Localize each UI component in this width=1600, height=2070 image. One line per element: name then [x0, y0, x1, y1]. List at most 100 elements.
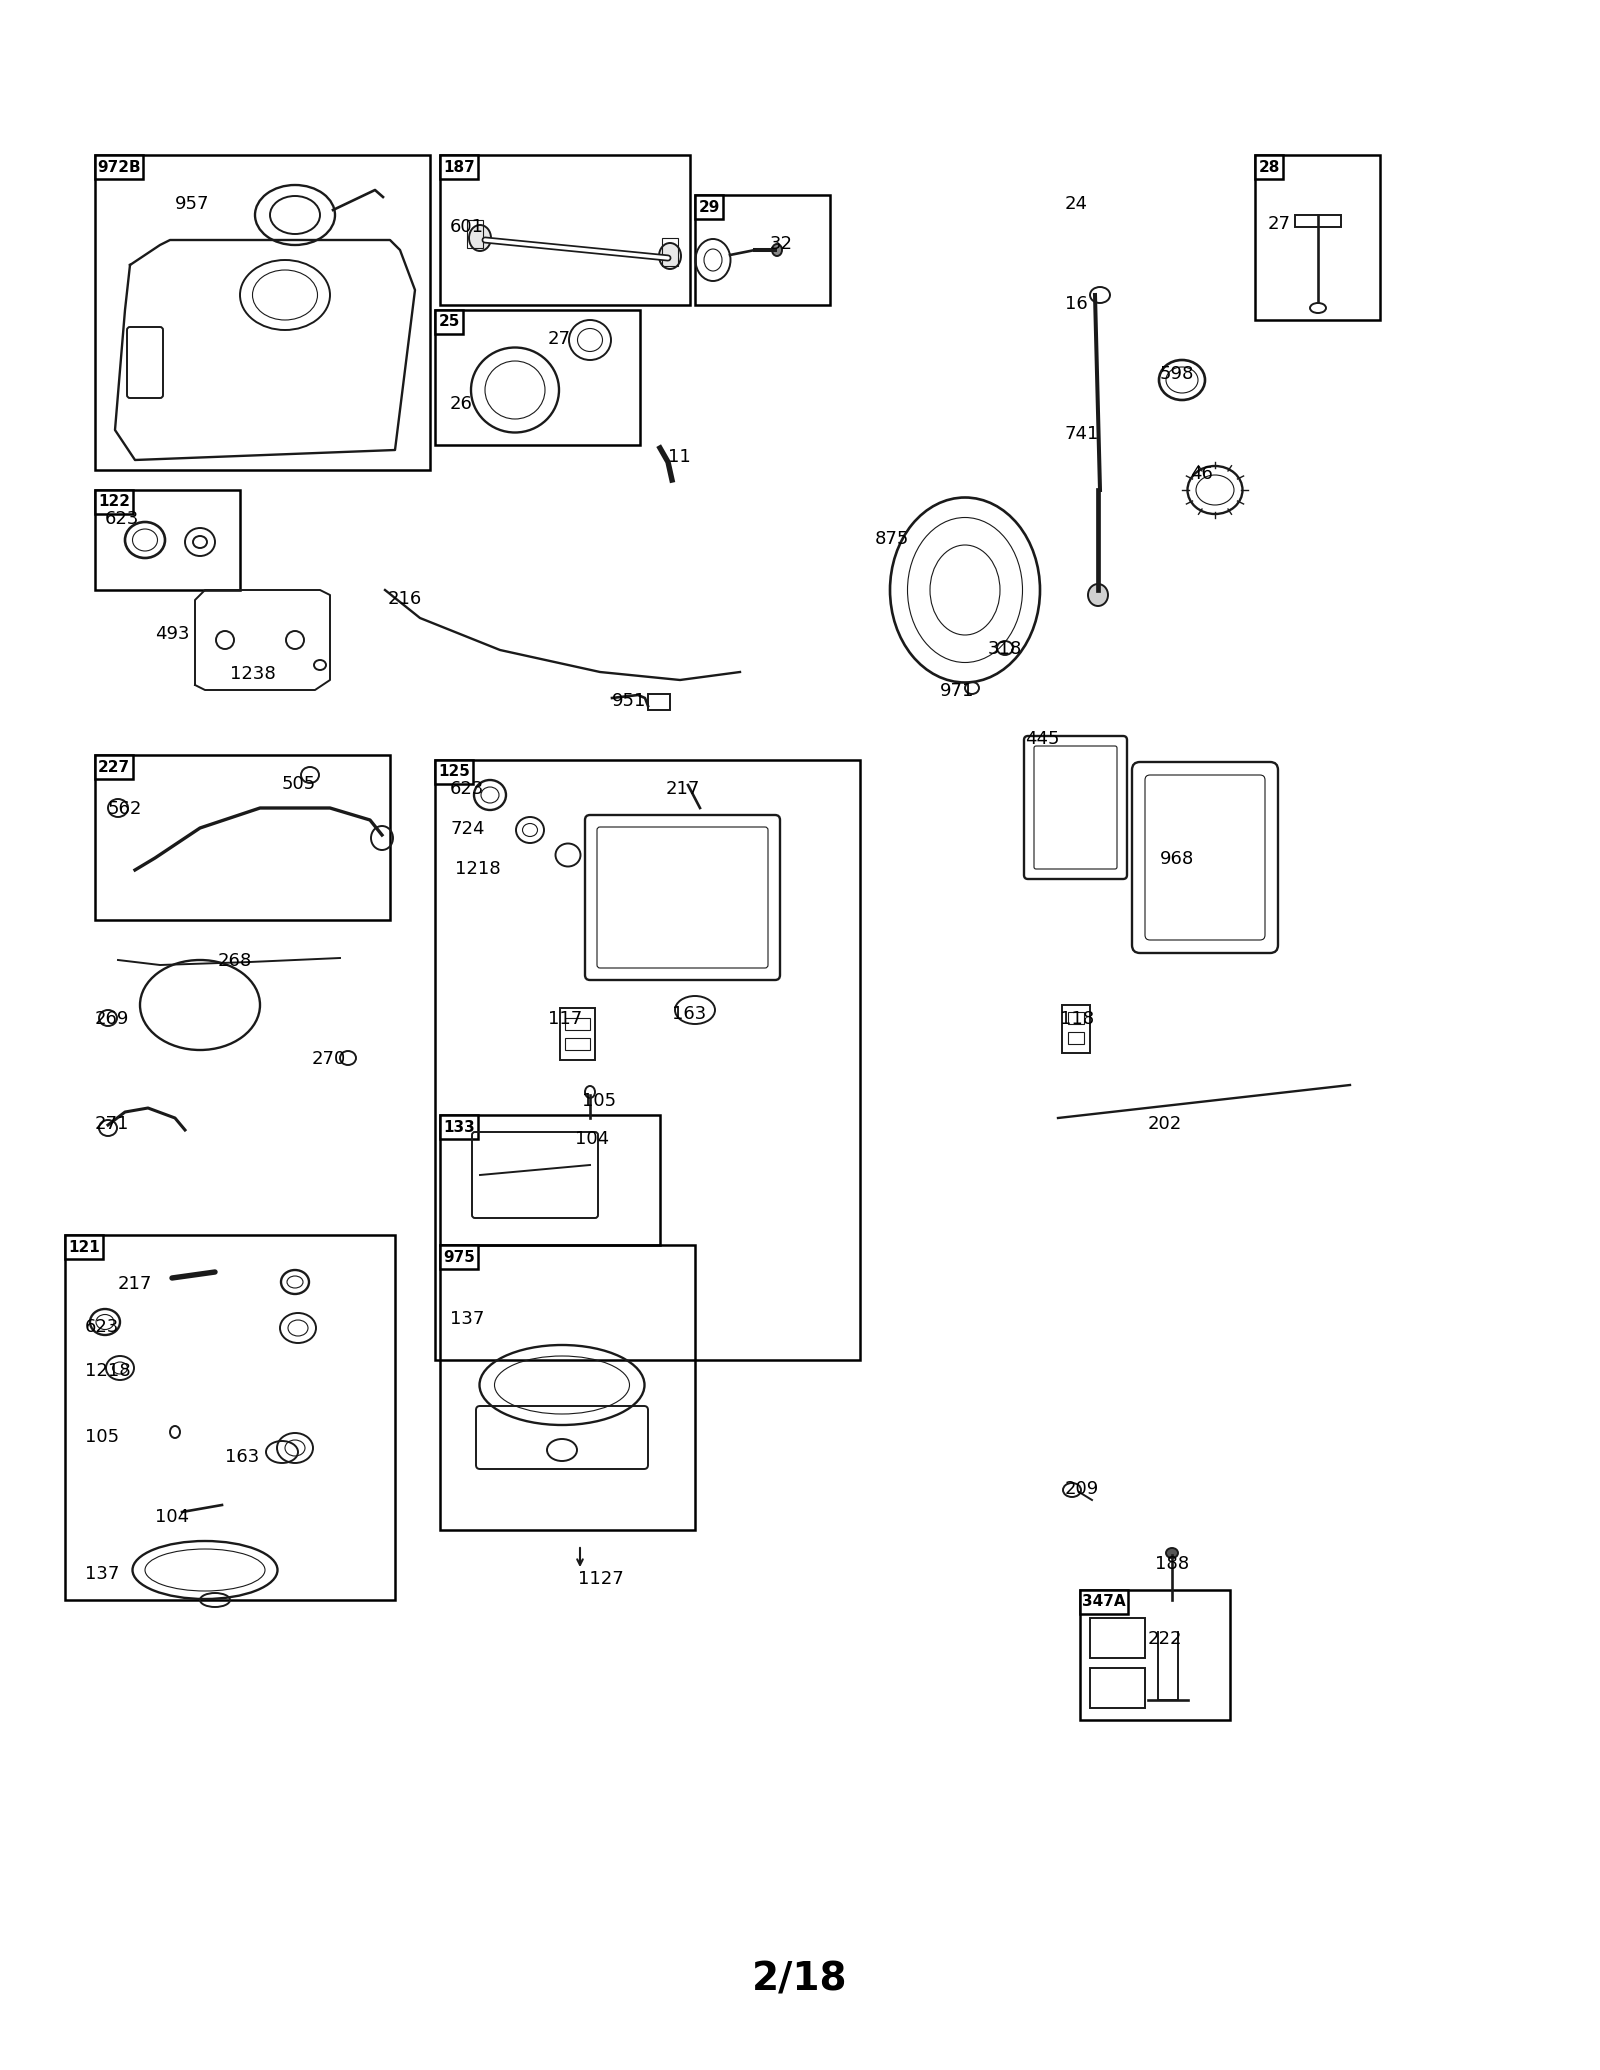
Text: 1238: 1238	[230, 664, 275, 683]
Bar	[94, 491, 240, 590]
Text: 269: 269	[94, 1010, 130, 1029]
Bar	[565, 1018, 590, 1031]
Text: 598: 598	[1160, 364, 1194, 383]
Bar	[66, 1236, 395, 1600]
Bar	[662, 238, 678, 267]
Text: 27: 27	[1267, 215, 1291, 234]
Bar	[1294, 215, 1341, 228]
Bar	[1090, 1668, 1146, 1708]
Bar	[1080, 1590, 1230, 1720]
Bar	[1090, 1619, 1146, 1658]
Text: 29: 29	[698, 199, 720, 215]
Bar	[440, 1116, 478, 1138]
Text: 2/18: 2/18	[752, 1960, 848, 2000]
Text: 104: 104	[574, 1130, 610, 1149]
Text: 188: 188	[1155, 1555, 1189, 1573]
Text: 187: 187	[443, 159, 475, 174]
Bar	[440, 1116, 661, 1244]
Bar	[94, 155, 430, 470]
Text: 505: 505	[282, 774, 317, 793]
Text: 445: 445	[1026, 731, 1059, 747]
Text: 27: 27	[547, 329, 571, 348]
Ellipse shape	[1088, 584, 1107, 607]
Text: 270: 270	[312, 1049, 346, 1068]
Bar	[440, 1244, 478, 1269]
Bar	[66, 1236, 102, 1259]
Bar	[1069, 1012, 1085, 1025]
Text: 117: 117	[547, 1010, 582, 1029]
Bar	[440, 155, 690, 304]
Text: 951: 951	[611, 691, 646, 710]
Text: 493: 493	[155, 625, 189, 644]
Bar	[648, 693, 670, 710]
Bar	[435, 310, 640, 445]
Text: 32: 32	[770, 236, 794, 253]
Ellipse shape	[1166, 1548, 1178, 1559]
Text: 222: 222	[1149, 1629, 1182, 1648]
Bar	[694, 195, 830, 304]
Text: 137: 137	[450, 1310, 485, 1329]
Text: 121: 121	[69, 1240, 99, 1254]
Text: 217: 217	[118, 1275, 152, 1294]
Text: 104: 104	[155, 1509, 189, 1526]
Text: 975: 975	[443, 1250, 475, 1265]
Bar	[440, 1244, 694, 1530]
Text: 1218: 1218	[454, 859, 501, 878]
Bar	[1254, 155, 1379, 321]
Text: 623: 623	[450, 780, 485, 799]
Text: 347A: 347A	[1082, 1594, 1126, 1610]
Bar	[94, 756, 390, 919]
Text: 216: 216	[387, 590, 422, 609]
Text: 318: 318	[989, 640, 1022, 658]
Bar	[1080, 1590, 1128, 1615]
Text: 957: 957	[174, 195, 210, 213]
Text: 122: 122	[98, 495, 130, 509]
Text: 562: 562	[109, 799, 142, 818]
Bar	[1069, 1033, 1085, 1043]
Text: 601: 601	[450, 217, 483, 236]
Text: 16: 16	[1066, 296, 1088, 313]
Ellipse shape	[469, 226, 491, 250]
Text: 968: 968	[1160, 851, 1194, 867]
Text: 1127: 1127	[578, 1569, 624, 1588]
Bar	[435, 760, 474, 785]
Text: 133: 133	[443, 1120, 475, 1134]
Text: 163: 163	[672, 1006, 706, 1023]
Text: 271: 271	[94, 1116, 130, 1132]
Text: 125: 125	[438, 764, 470, 780]
Text: 25: 25	[438, 315, 459, 329]
Text: 118: 118	[1059, 1010, 1094, 1029]
Ellipse shape	[659, 242, 682, 269]
Bar	[94, 155, 142, 178]
Text: 1218: 1218	[85, 1362, 131, 1381]
Text: 268: 268	[218, 952, 253, 971]
Text: 972B: 972B	[98, 159, 141, 174]
Text: 105: 105	[85, 1428, 118, 1447]
Text: 227: 227	[98, 760, 130, 774]
Text: 623: 623	[85, 1319, 120, 1335]
Text: 46: 46	[1190, 466, 1213, 482]
Bar	[94, 756, 133, 778]
Text: 971: 971	[941, 681, 974, 700]
Text: 105: 105	[582, 1093, 616, 1110]
Text: 217: 217	[666, 780, 701, 799]
Bar	[1254, 155, 1283, 178]
Text: 209: 209	[1066, 1480, 1099, 1499]
Bar	[565, 1037, 590, 1049]
Text: 741: 741	[1066, 424, 1099, 443]
Text: 11: 11	[669, 447, 691, 466]
Text: 26: 26	[450, 395, 474, 414]
Bar	[467, 219, 483, 248]
Bar	[560, 1008, 595, 1060]
Text: 24: 24	[1066, 195, 1088, 213]
Text: 623: 623	[106, 509, 139, 528]
Bar	[435, 310, 462, 333]
Bar	[94, 491, 133, 513]
Text: 875: 875	[875, 530, 909, 549]
Text: 137: 137	[85, 1565, 120, 1584]
Bar	[440, 155, 478, 178]
Text: 163: 163	[226, 1449, 259, 1466]
Text: 202: 202	[1149, 1116, 1182, 1132]
Text: 28: 28	[1258, 159, 1280, 174]
Bar	[1062, 1006, 1090, 1054]
